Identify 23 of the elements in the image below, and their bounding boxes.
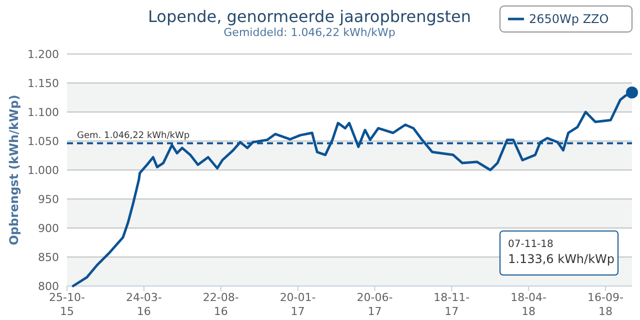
y-tick-label: 1.050 xyxy=(28,135,59,148)
y-tick-label: 1.200 xyxy=(28,48,59,61)
x-tick-label: 16-09- 18 xyxy=(588,291,624,318)
x-tick-label: 20-01- 17 xyxy=(280,291,316,318)
x-tick-label: 25-10- 15 xyxy=(49,291,85,318)
y-tick-label: 1.000 xyxy=(28,164,59,177)
x-tick-label: 18-11- 17 xyxy=(434,291,470,318)
y-tick-label: 1.100 xyxy=(28,106,59,119)
chart-title: Lopende, genormeerde jaaropbrengsten xyxy=(148,7,471,26)
y-axis-title: Opbrengst (kWh/kWp) xyxy=(7,94,21,246)
ref-line-label: Gem. 1.046,22 kWh/kWp xyxy=(77,131,190,142)
y-tick-label: 800 xyxy=(38,280,59,293)
y-tick-label: 850 xyxy=(38,251,59,264)
y-tick-label: 900 xyxy=(38,222,59,235)
x-tick-label: 18-04- 18 xyxy=(510,291,547,318)
x-tick-label: 22-08- 16 xyxy=(202,291,239,318)
annotation: 07-11-18 1.133,6 kWh/kWp xyxy=(508,239,615,266)
x-tick-label: 24-03- 16 xyxy=(126,291,162,318)
x-tick-label: 20-06- 17 xyxy=(356,291,393,318)
y-tick-label: 950 xyxy=(38,193,59,206)
y-tick-label: 1.150 xyxy=(28,77,59,90)
chart-subtitle: Gemiddeld: 1.046,22 kWh/kWp xyxy=(224,26,396,39)
legend-label: 2650Wp ZZO xyxy=(529,12,609,26)
